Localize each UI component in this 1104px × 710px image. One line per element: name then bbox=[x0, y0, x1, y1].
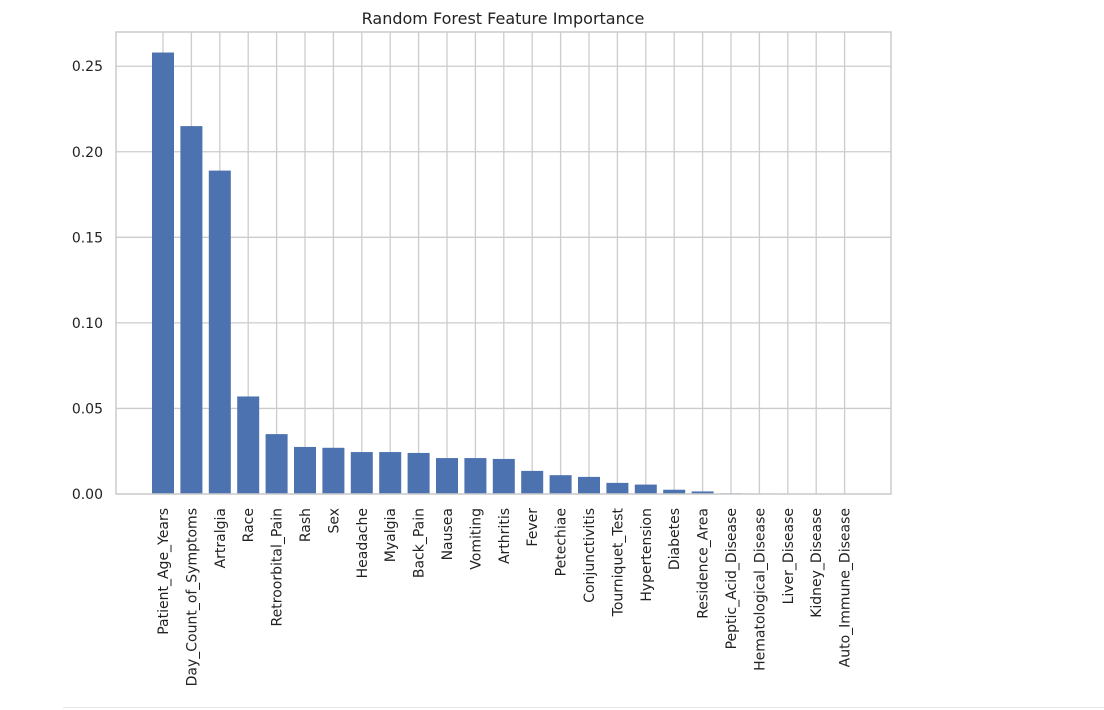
chart-title: Random Forest Feature Importance bbox=[362, 9, 645, 28]
x-tick-label: Retroorbital_Pain bbox=[270, 508, 286, 626]
bar-race bbox=[237, 396, 260, 494]
y-axis-ticks: 0.00 0.05 0.10 0.15 0.20 0.25 bbox=[72, 59, 103, 503]
x-tick-label: Fever bbox=[525, 508, 541, 547]
bottom-divider bbox=[63, 707, 1104, 708]
x-tick-label: Conjunctivitis bbox=[582, 508, 598, 603]
x-tick-label: Vomiting bbox=[468, 508, 484, 570]
bar-arthritis bbox=[492, 458, 515, 494]
x-tick-label: Liver_Disease bbox=[781, 508, 797, 604]
bar-myalgia bbox=[379, 452, 402, 494]
x-axis-ticks: Patient_Age_Years Day_Count_of_Symptoms Ar… bbox=[156, 508, 854, 687]
plot-frame bbox=[115, 31, 892, 495]
x-tick-label: Hematological_Disease bbox=[752, 508, 768, 671]
x-tick-label: Tourniquet_Test bbox=[610, 508, 626, 618]
bar-patient-age-years bbox=[152, 52, 174, 495]
x-tick-label: Peptic_Acid_Disease bbox=[724, 508, 740, 649]
bars bbox=[152, 52, 856, 495]
y-tick-label: 0.15 bbox=[72, 230, 103, 246]
y-tick-label: 0.20 bbox=[72, 145, 103, 161]
bar-fever bbox=[521, 470, 544, 494]
x-tick-label: Sex bbox=[326, 508, 342, 534]
bar-conjunctivitis bbox=[578, 476, 600, 494]
bar-hypertension bbox=[634, 484, 657, 494]
x-tick-label: Auto_Immune_Disease bbox=[838, 508, 854, 667]
x-tick-label: Headache bbox=[355, 508, 371, 578]
x-tick-label: Hypertension bbox=[639, 508, 655, 602]
y-tick-label: 0.25 bbox=[72, 59, 103, 75]
bar-headache bbox=[350, 452, 373, 494]
bar-residence-area bbox=[691, 491, 714, 494]
y-tick-label: 0.00 bbox=[72, 487, 103, 503]
bar-sex bbox=[322, 447, 345, 494]
bar-back-pain bbox=[407, 452, 430, 494]
x-tick-label: Residence_Area bbox=[696, 508, 712, 619]
x-tick-label: Nausea bbox=[440, 508, 456, 560]
bar-tourniquet-test bbox=[606, 482, 629, 494]
x-tick-label: Diabetes bbox=[667, 508, 683, 570]
x-tick-label: Kidney_Disease bbox=[809, 508, 825, 618]
y-tick-label: 0.10 bbox=[72, 316, 103, 332]
x-tick-label: Myalgia bbox=[383, 508, 399, 562]
x-tick-label: Arthritis bbox=[497, 508, 513, 564]
x-tick-label: Petechiae bbox=[554, 508, 570, 576]
x-tick-label: Day_Count_of_Symptoms bbox=[184, 508, 200, 686]
bar-nausea bbox=[436, 458, 458, 494]
grid-lines bbox=[116, 32, 891, 495]
x-tick-label: Patient_Age_Years bbox=[156, 508, 172, 635]
x-tick-label: Rash bbox=[298, 508, 314, 542]
x-tick-label: Race bbox=[241, 508, 257, 542]
bar-vomiting bbox=[464, 458, 487, 494]
bar-petechiae bbox=[549, 475, 572, 494]
y-tick-label: 0.05 bbox=[72, 401, 103, 417]
bar-artralgia bbox=[208, 170, 231, 494]
bar-rash bbox=[294, 446, 316, 494]
x-tick-label: Back_Pain bbox=[412, 508, 428, 578]
x-tick-label: Artralgia bbox=[213, 508, 229, 568]
bar-diabetes bbox=[663, 489, 686, 494]
bar-day-count-of-symptoms bbox=[180, 126, 203, 494]
bar-retroorbital-pain bbox=[265, 434, 288, 494]
